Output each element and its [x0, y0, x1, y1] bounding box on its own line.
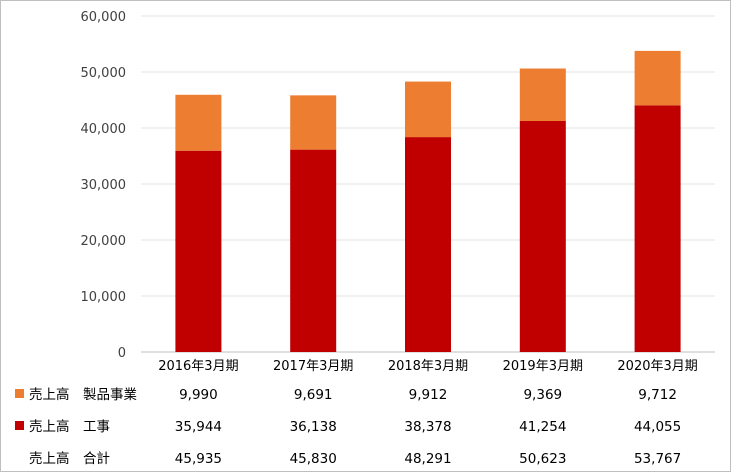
y-tick-label: 0: [118, 346, 126, 361]
y-tick-label: 30,000: [81, 178, 127, 193]
legend-key: [15, 421, 24, 430]
table-cell: 44,055: [634, 419, 681, 435]
y-tick-label: 50,000: [81, 66, 127, 81]
table-cell: 9,712: [638, 387, 677, 403]
table-row-label: 売上高 製品事業: [29, 386, 137, 403]
bar-segment: [405, 81, 451, 138]
table-cell: 53,767: [634, 451, 681, 467]
table-row-label: 売上高 工事: [29, 418, 110, 435]
legend-key: [15, 389, 24, 398]
bar-segment: [290, 149, 337, 352]
table-cell: 9,691: [294, 387, 333, 403]
table-cell: 9,369: [523, 387, 562, 403]
table-cell: 36,138: [290, 419, 337, 435]
table-cell: 35,944: [175, 419, 222, 435]
bar-segment: [519, 68, 566, 121]
data-table: 売上高 製品事業 9,990 9,691 9,912 9,369 9,712 売上高 工事 3…: [15, 386, 681, 467]
table-cell: 9,990: [179, 387, 218, 403]
bar-segment: [175, 150, 222, 352]
y-axis-ticks: 0 10,000 20,000 30,000 40,000 50,000 60,000: [81, 10, 127, 361]
table-row-label: 売上高 合計: [29, 450, 110, 467]
table-cell: 45,830: [290, 451, 337, 467]
table-cell: 9,912: [409, 387, 448, 403]
x-axis-labels: 2016年3月期 2017年3月期 2018年3月期 2019年3月期 2020年3月期: [158, 359, 698, 374]
table-cell: 50,623: [519, 451, 566, 467]
table-cell: 38,378: [404, 419, 451, 435]
y-tick-label: 20,000: [81, 234, 127, 249]
bar-segment: [175, 94, 222, 151]
bar-segment: [405, 137, 451, 352]
bar-segment: [290, 95, 337, 150]
bar-segment: [634, 105, 681, 353]
table-cell: 48,291: [404, 451, 451, 467]
bar-segment: [634, 50, 681, 106]
y-tick-label: 10,000: [81, 290, 127, 305]
bar-segment: [519, 120, 566, 352]
y-tick-label: 40,000: [81, 122, 127, 137]
x-tick-label: 2019年3月期: [503, 359, 583, 374]
bars: [175, 50, 681, 353]
y-tick-label: 60,000: [81, 10, 127, 25]
x-tick-label: 2020年3月期: [617, 359, 697, 374]
x-tick-label: 2016年3月期: [158, 359, 238, 374]
x-tick-label: 2018年3月期: [388, 359, 468, 374]
x-tick-label: 2017年3月期: [273, 359, 353, 374]
table-cell: 45,935: [175, 451, 222, 467]
table-cell: 41,254: [519, 419, 566, 435]
